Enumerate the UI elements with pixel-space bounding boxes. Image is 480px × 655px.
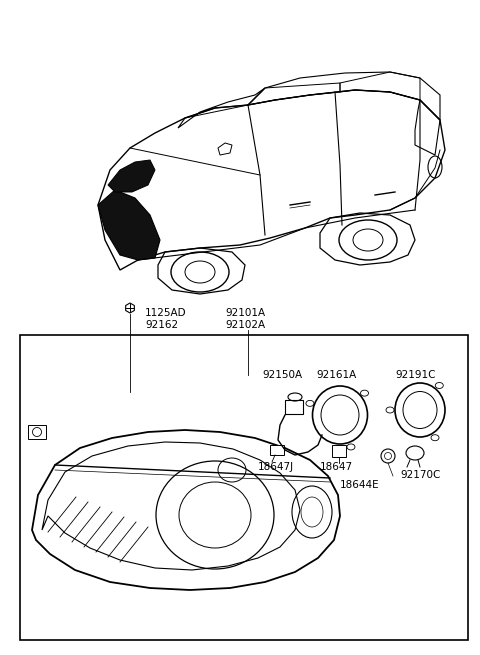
- Text: 18647: 18647: [320, 462, 353, 472]
- Text: 92162: 92162: [145, 320, 178, 330]
- Bar: [28, 425, 46, 439]
- Text: 1125AD: 1125AD: [145, 308, 187, 318]
- Polygon shape: [98, 190, 160, 260]
- Text: 92170C: 92170C: [400, 470, 440, 480]
- Text: 92150A: 92150A: [262, 370, 302, 380]
- Text: 18647J: 18647J: [258, 462, 294, 472]
- Text: 92101A: 92101A: [225, 308, 265, 318]
- Text: 92102A: 92102A: [225, 320, 265, 330]
- Bar: [332, 445, 346, 457]
- Bar: [20, 335, 468, 640]
- Polygon shape: [108, 160, 155, 192]
- Text: 92161A: 92161A: [316, 370, 356, 380]
- Bar: [285, 400, 303, 414]
- Bar: [270, 445, 284, 455]
- Text: 92191C: 92191C: [395, 370, 435, 380]
- Text: 18644E: 18644E: [340, 480, 380, 490]
